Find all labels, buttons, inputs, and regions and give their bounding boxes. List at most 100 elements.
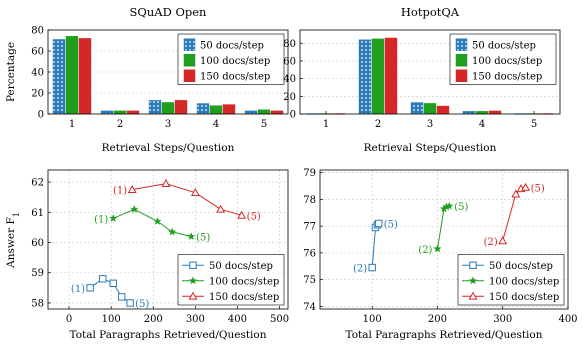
x-axis-label: Total Paragraphs Retrieved/Question (346, 329, 543, 341)
y-tick-label: 60 (31, 47, 44, 58)
series-line (132, 183, 242, 216)
x-tick-label: 5 (531, 119, 537, 130)
legend-swatch (183, 69, 196, 82)
x-tick-label: 2 (117, 119, 123, 130)
data-point (498, 236, 508, 245)
y-tick-label: 80 (283, 39, 296, 50)
x-tick-label: 5 (261, 119, 267, 130)
legend-label: 100 docs/step (209, 276, 279, 287)
y-tick-label: 76 (303, 248, 316, 259)
end-label: (5) (135, 299, 149, 310)
bar (196, 103, 210, 115)
data-point (445, 201, 454, 210)
legend-swatch (183, 54, 196, 67)
bar (148, 100, 162, 115)
end-label: (5) (196, 232, 210, 243)
legend-marker (468, 291, 478, 300)
bar (423, 103, 437, 115)
data-point (375, 219, 383, 228)
legend-label: 150 docs/step (489, 292, 559, 303)
x-tick-label: 0 (66, 314, 72, 325)
data-point (190, 188, 200, 197)
y-tick-label: 59 (31, 268, 44, 279)
data-point (368, 263, 376, 272)
data-point (127, 185, 137, 194)
start-label: (2) (484, 237, 498, 248)
y-tick-label: 0 (290, 110, 296, 121)
data-point (521, 182, 531, 191)
start-label: (1) (94, 214, 108, 225)
x-tick-label: 300 (493, 314, 512, 325)
end-label: (5) (454, 202, 468, 213)
data-point (99, 275, 107, 283)
data-point (109, 279, 117, 288)
hotpotqa-f1-line-chart: 74 75 76 77 78 79 100 200 300 400 (2) (5) (2) (5) (2) (… (303, 168, 577, 341)
bar (52, 39, 66, 115)
x-tick-label: 200 (428, 314, 447, 325)
bar (100, 110, 114, 115)
data-point (511, 189, 521, 198)
squad-f1-line-chart: 58 59 60 61 62 0 100 200 300 400 500 (1) (5) (1) (5) (1… (5, 169, 289, 341)
y-tick-label: 79 (303, 168, 316, 179)
x-tick-label: 2 (375, 119, 381, 130)
y-axis-label-subscript: 1 (12, 212, 21, 217)
plot-frame (319, 169, 569, 310)
bar (126, 110, 140, 115)
y-tick-label: 60 (283, 56, 296, 67)
y-tick-label: 62 (31, 178, 44, 189)
bar (257, 109, 271, 115)
legend-swatch (455, 38, 468, 51)
legend-marker (188, 276, 198, 285)
bar (358, 39, 372, 115)
x-tick-label: 4 (213, 119, 219, 130)
y-tick-label: 78 (303, 195, 316, 206)
series-line (113, 208, 192, 237)
y-tick-label: 40 (283, 74, 296, 85)
data-point (117, 293, 126, 301)
plot-frame (47, 169, 289, 310)
y-tick-label: 0 (38, 110, 44, 121)
legend-marker (188, 291, 198, 300)
y-tick-label: 75 (303, 275, 316, 286)
bar (488, 110, 502, 115)
x-tick-label: 100 (363, 314, 382, 325)
legend-marker (468, 276, 478, 285)
start-label: (2) (418, 245, 432, 256)
start-label: (1) (71, 284, 85, 295)
end-label: (5) (247, 211, 261, 222)
legend-label: 100 docs/step (489, 276, 559, 287)
x-tick-label: 400 (228, 314, 247, 325)
data-point (161, 178, 171, 187)
bar (436, 105, 450, 115)
hotpotqa-bar-chart: 0 20 40 60 80 1 2 3 4 5 50 docs/step 100 docs/step 1… (283, 5, 561, 154)
data-point (109, 213, 118, 222)
x-axis-label: Total Paragraphs Retrieved/Question (70, 329, 267, 341)
series-line (437, 205, 450, 249)
x-axis-label: Retrieval Steps/Question (102, 142, 235, 154)
legend-marker (189, 261, 197, 269)
y-tick-label: 80 (31, 26, 44, 37)
start-label: (2) (353, 264, 367, 275)
bar (113, 110, 127, 115)
start-label: (1) (113, 186, 127, 197)
data-point (433, 244, 442, 253)
x-tick-label: 1 (323, 119, 329, 130)
data-point (237, 210, 247, 219)
chart-title: HotpotQA (401, 5, 460, 19)
end-label: (5) (384, 219, 398, 230)
bar (65, 36, 79, 115)
x-tick-label: 100 (102, 314, 121, 325)
legend-label: 50 docs/step (472, 40, 536, 51)
data-point (126, 299, 134, 307)
x-tick-label: 400 (558, 314, 577, 325)
data-point (168, 227, 177, 236)
legend-label: 100 docs/step (472, 56, 542, 67)
data-point (186, 232, 196, 241)
bar-legend (449, 33, 557, 85)
y-tick-label: 20 (283, 92, 296, 103)
x-tick-label: 3 (427, 119, 433, 130)
legend-label: 50 docs/step (209, 261, 273, 272)
x-tick-label: 4 (479, 119, 485, 130)
plot-frame (299, 29, 561, 115)
